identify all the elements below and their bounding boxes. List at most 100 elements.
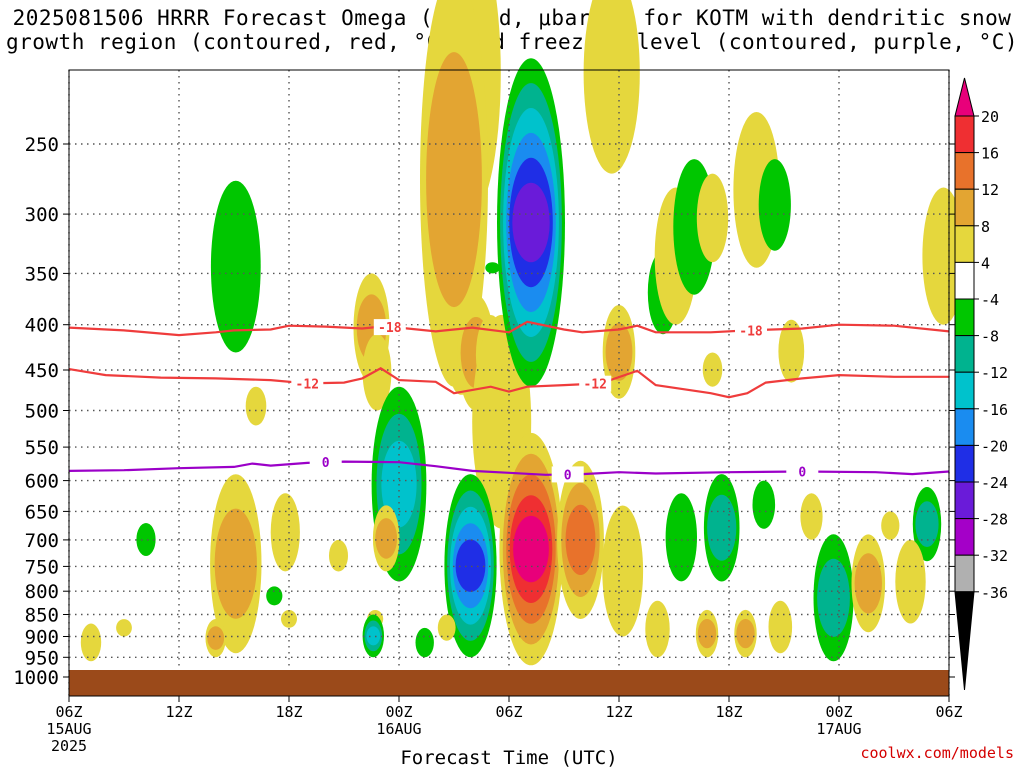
colorbar-bin-4 (954, 188, 975, 227)
colorbar: 20 16 12 8 4 -4 -8 -12 -16 -20 -24 -28 -32 -36 (954, 77, 1008, 691)
temperature-contours: -18 -18 -12 -12 0 0 0 (68, 319, 950, 483)
omega-cell-26-level-1 (922, 187, 965, 325)
colorbar-label-8: 8 (981, 218, 990, 236)
x-tick-label-18-2: 16AUG (376, 720, 421, 738)
x-tick-label-18-1: 00Z (385, 703, 412, 721)
contour-label-bg (579, 375, 612, 392)
colorbar-bin-12 (954, 481, 975, 520)
y-tick-label-950: 950 (25, 647, 59, 669)
contour-line-0 (68, 460, 950, 476)
colorbar-label-16: -16 (981, 401, 1008, 419)
y-tick-label-600: 600 (25, 471, 59, 493)
x-tick-label-42-1: 00Z (825, 703, 852, 721)
x-tick-label-30-1: 12Z (605, 703, 632, 721)
y-tick-label-550: 550 (25, 437, 59, 459)
omega-cell-37-level-1 (437, 614, 456, 641)
colorbar-label-12: 12 (981, 181, 999, 199)
contour-label-12-2: -12 (583, 378, 606, 393)
colorbar-bin-11 (954, 444, 975, 483)
title-line-2: growth region (contoured, red, °C) and f… (5, 30, 1019, 54)
colorbar-label-4: 4 (981, 254, 990, 272)
y-tick-label-300: 300 (25, 204, 59, 226)
omega-cell-31-level-2 (375, 518, 398, 559)
colorbar-bin-8 (954, 335, 975, 373)
omega-cell-34-level-3 (366, 626, 381, 646)
colorbar-bin-6 (954, 261, 975, 300)
omega-cell-47-level-2 (697, 619, 717, 649)
ground-surface (69, 670, 949, 696)
y-tick-label-350: 350 (25, 263, 59, 285)
omega-cell-38-level-1 (136, 523, 156, 556)
colorbar-label-32: -32 (981, 547, 1008, 565)
omega-cell-49-level-1 (768, 600, 793, 654)
omega-cell-25-level-1 (758, 159, 791, 251)
source-credit: coolwx.com/models (860, 744, 1014, 762)
omega-cell-27-level-1 (270, 493, 300, 572)
x-tick-label-12-1: 18Z (275, 703, 302, 721)
y-tick-label-700: 700 (25, 530, 59, 552)
omega-cell-9-level-1 (362, 334, 392, 411)
omega-cell-39-level-1 (266, 586, 283, 606)
contour-line-12 (68, 367, 949, 399)
contour-label-bg (291, 375, 324, 392)
colorbar-label-36: -36 (981, 584, 1008, 602)
x-tick-label-48-1: 06Z (935, 703, 962, 721)
colorbar-label-4: -4 (981, 291, 999, 309)
contour-label-0-1: 0 (322, 456, 330, 471)
omega-cell-12-level-6 (512, 182, 550, 263)
omega-cell-35-level-1 (415, 627, 434, 658)
contour-label-18-2: -18 (739, 324, 763, 339)
omega-cell-43-level-1 (665, 493, 697, 582)
omega-cell-32-level-1 (329, 539, 348, 572)
contour-label-0-2: 0 (564, 468, 572, 483)
y-tick-label-850: 850 (25, 605, 59, 627)
omega-cell-4-level-2 (426, 52, 482, 308)
colorbar-label-8: -8 (981, 328, 999, 346)
y-tick-label-900: 900 (25, 627, 59, 649)
omega-cell-42-level-2 (207, 626, 225, 650)
x-tick-label-36-1: 18Z (715, 703, 742, 721)
contour-label-bg (551, 466, 584, 483)
omega-cell-40-level-1 (80, 623, 102, 662)
omega-cell-36-level-1 (281, 610, 297, 628)
title-line-1: 2025081506 HRRR Forecast Omega (shaded, … (12, 6, 1012, 30)
contour-label-bg (373, 319, 406, 336)
omega-cell-51-level-2 (817, 558, 850, 637)
omega-cell-2-level-1 (245, 386, 267, 426)
contour-label-bg (309, 454, 342, 471)
colorbar-bin-3 (954, 152, 975, 190)
omega-cell-46-level-1 (645, 600, 670, 658)
y-tick-label-750: 750 (25, 556, 59, 578)
y-axis: 2503003504004505005506006507007508008509… (13, 134, 955, 689)
colorbar-bin-5 (954, 225, 975, 263)
omega-cell-22-level-1 (702, 352, 723, 387)
colorbar-label-16: 16 (981, 145, 999, 163)
y-tick-label-800: 800 (25, 581, 59, 603)
colorbar-bin-1 (954, 77, 975, 117)
colorbar-label-28: -28 (981, 511, 1008, 529)
omega-cell-41-level-1 (116, 619, 132, 637)
contour-label-12-1: -12 (296, 377, 319, 392)
colorbar-bin-10 (954, 408, 975, 446)
omega-cell-28-level-2 (214, 508, 257, 619)
omega-cell-55-level-1 (895, 539, 926, 624)
y-tick-label-1000: 1000 (13, 667, 59, 689)
y-tick-label-650: 650 (25, 501, 59, 523)
colorbar-bin-14 (954, 554, 975, 593)
x-tick-label-24-1: 06Z (495, 703, 522, 721)
y-tick-label-450: 450 (25, 360, 59, 382)
contour-label-0-3: 0 (798, 466, 806, 481)
omega-cell-21-level-1 (696, 173, 729, 263)
y-tick-label-400: 400 (25, 315, 59, 337)
colorbar-bin-9 (954, 371, 975, 410)
x-tick-label-0-3: 2025 (51, 737, 87, 755)
colorbar-bin-7 (954, 298, 975, 337)
omega-cell-15-level-1 (583, 0, 640, 174)
contour-label-bg (786, 463, 819, 480)
grid-lines (68, 70, 950, 696)
omega-cell-53-level-2 (915, 501, 939, 547)
omega-cell-45-level-1 (752, 480, 776, 529)
omega-cell-44-level-2 (707, 494, 737, 561)
